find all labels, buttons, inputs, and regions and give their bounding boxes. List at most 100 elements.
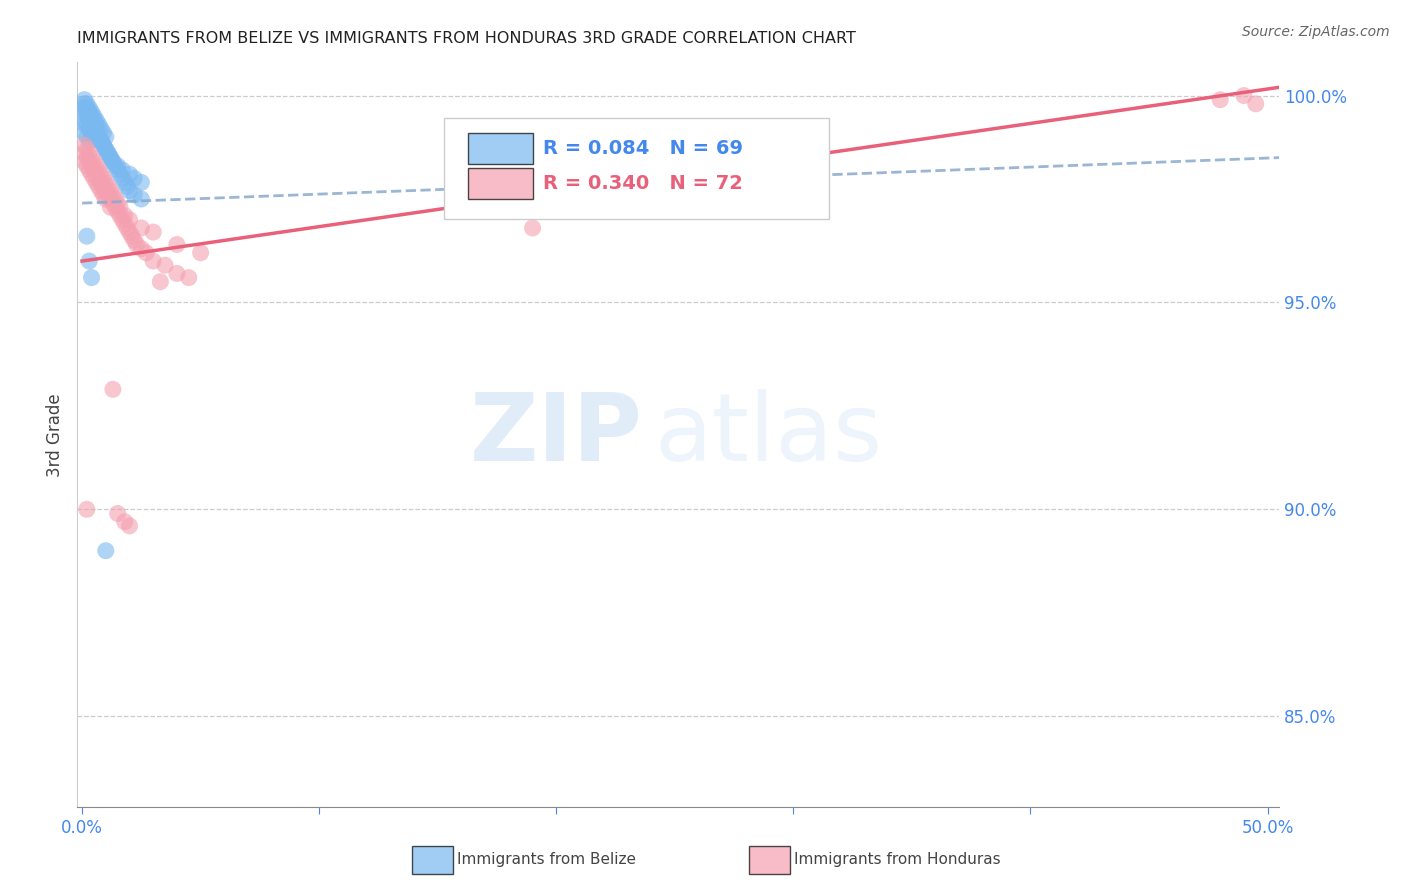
Point (83, 129, 105, 144)
Point (87, 118, 110, 132)
Y-axis label: 3rd Grade: 3rd Grade (46, 393, 65, 476)
Point (80, 159, 103, 173)
Point (77, 254, 100, 268)
Point (107, 159, 129, 173)
Point (80, 151, 103, 165)
FancyBboxPatch shape (444, 119, 828, 219)
Point (83, 118, 105, 132)
Point (101, 187, 124, 202)
Point (83, 121, 105, 136)
Point (142, 254, 165, 268)
Point (80, 270, 103, 285)
Point (84, 176, 107, 190)
Point (84, 113, 107, 128)
Point (73, 93, 96, 107)
Point (121, 229, 143, 244)
Point (76, 109, 98, 123)
Point (80, 126, 103, 140)
Point (94, 176, 117, 190)
Point (77, 146, 100, 161)
Point (93, 179, 115, 194)
Point (93, 138, 115, 153)
Point (76, 502, 98, 516)
Point (76, 96, 98, 111)
Point (114, 217, 136, 231)
Point (93, 138, 115, 153)
Point (166, 237, 188, 252)
Point (80, 113, 103, 128)
Point (80, 167, 103, 181)
Point (77, 134, 100, 148)
Point (90, 167, 112, 181)
Point (76, 151, 98, 165)
Point (84, 121, 107, 136)
Point (73, 101, 96, 115)
Point (87, 163, 110, 178)
Point (73, 118, 96, 132)
Point (111, 163, 134, 178)
Point (111, 212, 134, 227)
Point (94, 192, 117, 206)
Point (135, 245, 157, 260)
Point (73, 146, 96, 161)
Point (101, 196, 124, 211)
Point (101, 382, 124, 396)
Point (115, 179, 138, 194)
Point (76, 129, 98, 144)
Point (153, 258, 176, 272)
Point (97, 146, 120, 161)
Point (77, 101, 100, 115)
Point (73, 105, 96, 120)
Text: Source: ZipAtlas.com: Source: ZipAtlas.com (1241, 25, 1389, 39)
Point (94, 129, 117, 144)
Point (76, 142, 98, 156)
Point (111, 171, 134, 186)
Point (114, 515, 136, 529)
Point (114, 209, 136, 223)
FancyBboxPatch shape (468, 169, 533, 200)
Point (177, 270, 200, 285)
Point (100, 192, 122, 206)
Point (118, 212, 141, 227)
FancyBboxPatch shape (468, 133, 533, 164)
Point (1233, 88, 1256, 103)
Point (87, 171, 110, 186)
Point (97, 179, 120, 194)
Point (84, 118, 107, 132)
Point (108, 209, 131, 223)
Point (83, 171, 105, 186)
Point (87, 129, 110, 144)
Point (76, 159, 98, 173)
Point (84, 167, 107, 181)
Point (97, 146, 120, 161)
Point (77, 105, 100, 120)
Text: Immigrants from Honduras: Immigrants from Honduras (794, 853, 1001, 867)
Point (190, 245, 212, 260)
Point (90, 184, 112, 198)
Point (100, 200, 122, 214)
Point (522, 221, 544, 235)
Point (90, 121, 112, 136)
Text: R = 0.084   N = 69: R = 0.084 N = 69 (543, 139, 742, 159)
Point (83, 154, 105, 169)
Point (93, 171, 115, 186)
Point (131, 221, 153, 235)
Point (1209, 93, 1232, 107)
Point (131, 192, 153, 206)
Point (90, 134, 112, 148)
Point (90, 176, 112, 190)
Point (73, 113, 96, 128)
Point (93, 187, 115, 202)
Point (118, 519, 141, 533)
Point (73, 96, 96, 111)
Point (107, 196, 129, 211)
Point (90, 134, 112, 148)
Point (100, 151, 122, 165)
Text: ZIP: ZIP (470, 389, 643, 481)
Point (73, 126, 96, 140)
Point (94, 184, 117, 198)
Point (142, 225, 165, 239)
Point (125, 237, 148, 252)
Point (80, 109, 103, 123)
Point (149, 275, 172, 289)
